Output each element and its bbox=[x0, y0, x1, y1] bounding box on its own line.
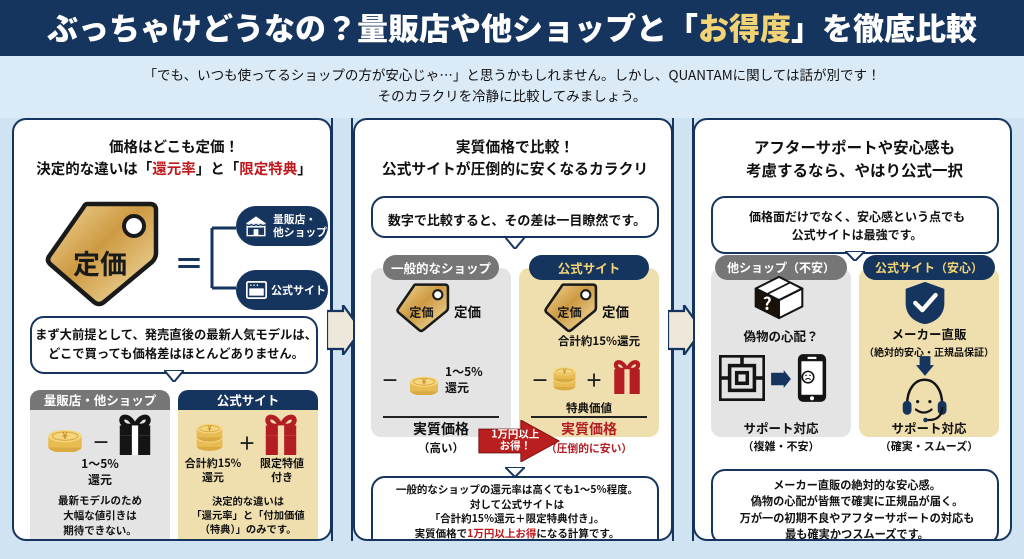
svg-text:定価: 定価 bbox=[557, 303, 581, 321]
svg-text:定価: 定価 bbox=[409, 303, 433, 321]
svg-text:定価: 定価 bbox=[73, 243, 127, 282]
svg-text:?: ? bbox=[763, 290, 772, 315]
svg-text:お得！: お得！ bbox=[500, 438, 532, 453]
